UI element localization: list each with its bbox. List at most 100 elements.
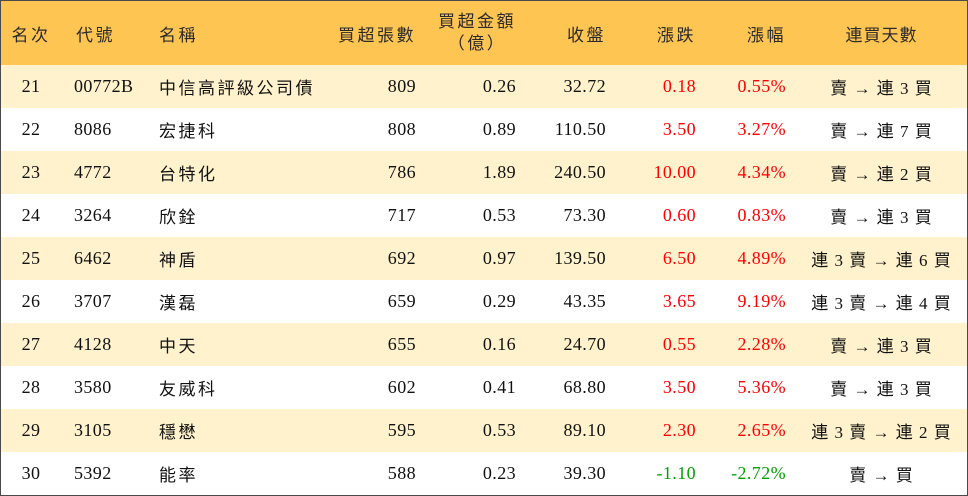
rank-cell: 26 <box>21 291 41 311</box>
buy-streak-cell: 賣 → 連 2 買 <box>830 165 933 184</box>
stock-code-cell: 5392 <box>74 463 112 483</box>
rank-cell: 28 <box>21 377 41 397</box>
rank-cell: 25 <box>21 248 41 268</box>
header-net-buy-lots: 買超張數 <box>338 25 416 45</box>
table-row: 25 6462 神盾 692 0.97 139.50 6.50 4.89% 連 … <box>1 237 967 280</box>
stock-code-cell: 3264 <box>74 205 112 225</box>
rank-cell: 30 <box>21 463 41 483</box>
close-price-cell: 39.30 <box>563 463 606 483</box>
price-change-pct-cell: 3.27% <box>737 119 786 139</box>
header-buy-streak: 連買天數 <box>845 25 918 45</box>
price-change-pct-cell: 0.55% <box>737 76 786 96</box>
table-header-row: 名次 代號 名稱 買超張數 買超金額 （億） 收盤 漲跌 漲幅 連買天數 <box>1 1 967 65</box>
table-row: 24 3264 欣銓 717 0.53 73.30 0.60 0.83% 賣 →… <box>1 194 967 237</box>
stock-name-cell: 欣銓 <box>159 208 198 227</box>
price-change-cell: 2.30 <box>662 420 696 440</box>
header-close: 收盤 <box>567 25 606 45</box>
net-buy-lots-cell: 717 <box>387 205 416 225</box>
close-price-cell: 43.35 <box>563 291 606 311</box>
stock-name-cell: 中信高評級公司債 <box>159 79 315 98</box>
close-price-cell: 240.50 <box>554 162 606 182</box>
stock-code-cell: 4128 <box>74 334 112 354</box>
rank-cell: 29 <box>21 420 41 440</box>
close-price-cell: 32.72 <box>563 76 606 96</box>
rank-cell: 24 <box>21 205 41 225</box>
price-change-cell: 0.18 <box>662 76 696 96</box>
net-buy-lots-cell: 659 <box>387 291 416 311</box>
buy-streak-cell: 賣 → 連 3 買 <box>830 337 933 356</box>
net-buy-lots-cell: 809 <box>387 76 416 96</box>
stock-name-cell: 漢磊 <box>159 294 198 313</box>
net-buy-amount-cell: 0.89 <box>482 119 516 139</box>
stock-code-cell: 3105 <box>74 420 112 440</box>
price-change-pct-cell: 4.34% <box>737 162 786 182</box>
net-buy-lots-cell: 595 <box>387 420 416 440</box>
header-change: 漲跌 <box>657 25 696 45</box>
stock-code-cell: 8086 <box>74 119 112 139</box>
header-net-buy-amount-unit: （億） <box>447 34 507 53</box>
rank-cell: 27 <box>21 334 41 354</box>
net-buy-amount-cell: 0.29 <box>482 291 516 311</box>
table-row: 29 3105 穩懋 595 0.53 89.10 2.30 2.65% 連 3… <box>1 409 967 452</box>
price-change-cell: 3.65 <box>662 291 696 311</box>
price-change-cell: 3.50 <box>662 377 696 397</box>
buy-streak-cell: 賣 → 買 <box>849 466 914 485</box>
buy-streak-cell: 連 3 賣 → 連 4 買 <box>811 294 952 313</box>
price-change-cell: -1.10 <box>656 463 696 483</box>
net-buy-amount-cell: 0.16 <box>482 334 516 354</box>
table-row: 23 4772 台特化 786 1.89 240.50 10.00 4.34% … <box>1 151 967 194</box>
net-buy-amount-cell: 0.23 <box>482 463 516 483</box>
rank-cell: 23 <box>21 162 41 182</box>
table-header: 名次 代號 名稱 買超張數 買超金額 （億） 收盤 漲跌 漲幅 連買天數 <box>1 1 967 65</box>
header-net-buy-amount-label: 買超金額 <box>438 12 516 31</box>
net-buy-lots-cell: 588 <box>387 463 416 483</box>
net-buy-lots-cell: 692 <box>387 248 416 268</box>
price-change-cell: 10.00 <box>653 162 696 182</box>
stock-name-cell: 台特化 <box>159 165 218 184</box>
buy-streak-cell: 賣 → 連 3 買 <box>830 79 933 98</box>
rank-cell: 21 <box>21 76 41 96</box>
net-buy-lots-cell: 602 <box>387 377 416 397</box>
stock-code-cell: 6462 <box>74 248 112 268</box>
stock-name-cell: 神盾 <box>159 251 198 270</box>
price-change-cell: 0.60 <box>662 205 696 225</box>
header-net-buy-amount-stack: 買超金額 （億） <box>438 11 516 55</box>
header-change-pct: 漲幅 <box>747 25 786 45</box>
stock-code-cell: 3580 <box>74 377 112 397</box>
table-row: 27 4128 中天 655 0.16 24.70 0.55 2.28% 賣 →… <box>1 323 967 366</box>
header-rank: 名次 <box>11 25 51 45</box>
net-buy-amount-cell: 0.26 <box>482 76 516 96</box>
stock-name-cell: 中天 <box>159 337 198 356</box>
net-buy-lots-cell: 655 <box>387 334 416 354</box>
header-name: 名稱 <box>159 25 198 45</box>
net-buy-amount-cell: 0.97 <box>482 248 516 268</box>
buy-streak-cell: 賣 → 連 3 買 <box>830 380 933 399</box>
close-price-cell: 73.30 <box>563 205 606 225</box>
price-change-pct-cell: 5.36% <box>737 377 786 397</box>
rank-cell: 22 <box>21 119 41 139</box>
table-body: 21 00772B 中信高評級公司債 809 0.26 32.72 0.18 0… <box>1 65 967 495</box>
price-change-pct-cell: 2.65% <box>737 420 786 440</box>
table-row: 30 5392 能率 588 0.23 39.30 -1.10 -2.72% 賣… <box>1 452 967 495</box>
stock-code-cell: 3707 <box>74 291 112 311</box>
stock-name-cell: 宏捷科 <box>159 122 218 141</box>
close-price-cell: 24.70 <box>563 334 606 354</box>
buy-streak-cell: 連 3 賣 → 連 2 買 <box>811 423 952 442</box>
net-buy-amount-cell: 1.89 <box>482 162 516 182</box>
net-buy-lots-cell: 808 <box>387 119 416 139</box>
net-buy-amount-cell: 0.53 <box>482 420 516 440</box>
stock-code-cell: 00772B <box>74 76 134 96</box>
net-buy-amount-cell: 0.53 <box>482 205 516 225</box>
table-row: 26 3707 漢磊 659 0.29 43.35 3.65 9.19% 連 3… <box>1 280 967 323</box>
buy-streak-cell: 賣 → 連 3 買 <box>830 208 933 227</box>
net-buy-lots-cell: 786 <box>387 162 416 182</box>
price-change-cell: 3.50 <box>662 119 696 139</box>
buy-streak-cell: 連 3 賣 → 連 6 買 <box>811 251 952 270</box>
price-change-pct-cell: 4.89% <box>737 248 786 268</box>
stock-name-cell: 能率 <box>159 466 198 485</box>
close-price-cell: 89.10 <box>563 420 606 440</box>
table-row: 21 00772B 中信高評級公司債 809 0.26 32.72 0.18 0… <box>1 65 967 108</box>
price-change-pct-cell: 9.19% <box>737 291 786 311</box>
